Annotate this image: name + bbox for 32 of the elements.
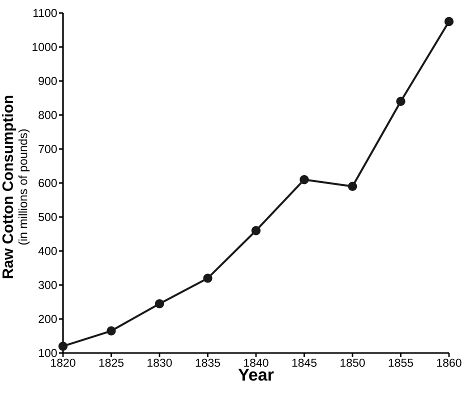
y-tick-label: 300 [38, 280, 57, 290]
point [348, 182, 358, 191]
x-tick-label: 1855 [388, 358, 414, 367]
x-tick-label: 1840 [244, 358, 268, 367]
x-tick-label: 1825 [99, 358, 124, 367]
point [154, 299, 164, 308]
point [106, 326, 116, 336]
text: (in millions of pounds) [18, 129, 30, 245]
point [396, 96, 406, 106]
x-axis-title: Year [238, 368, 274, 381]
y-tick-label: 900 [38, 76, 57, 86]
y-tick-label: 1100 [33, 8, 57, 18]
y-tick-label: 200 [38, 314, 57, 324]
point [203, 274, 212, 283]
y-tick-label: 1000 [32, 42, 57, 52]
point [58, 342, 68, 351]
y-tick-label: 600 [38, 178, 57, 188]
x-tick-label: 1860 [437, 358, 462, 367]
y-tick-label: 500 [38, 212, 57, 222]
x-tick-label: 1850 [340, 358, 365, 367]
x-tick-label: 1845 [292, 358, 317, 367]
x-tick-label: 1830 [148, 358, 172, 367]
x-tick-label: 1820 [51, 358, 76, 367]
x-tick-label: 1835 [196, 358, 220, 367]
y-axis-title: Raw Cotton Consumption [2, 96, 16, 278]
y-tick-label: 700 [38, 144, 57, 154]
point [300, 174, 309, 184]
y-tick-label: 800 [38, 110, 57, 120]
point [444, 16, 454, 26]
y-tick-label: 100 [38, 348, 57, 358]
point [251, 226, 261, 236]
y-tick-label: 400 [38, 246, 57, 256]
